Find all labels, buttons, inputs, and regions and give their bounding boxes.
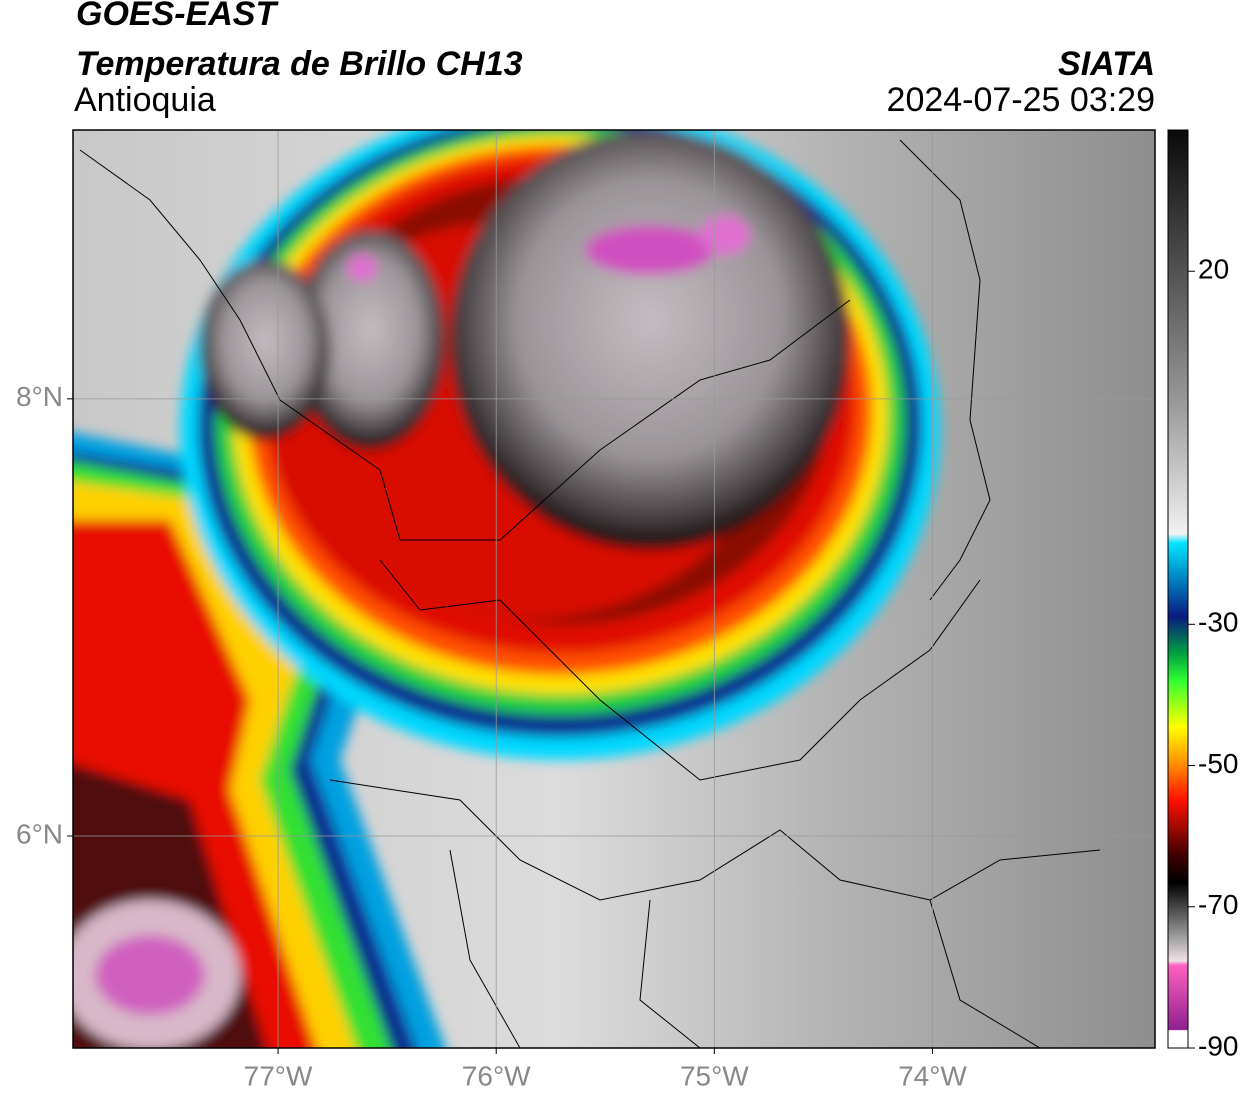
satellite-image: [73, 130, 1155, 1048]
region: Antioquia: [74, 81, 216, 119]
colorbar-tick-label: -30: [1198, 607, 1238, 638]
lat-tick-label: 6°N: [16, 818, 63, 849]
lat-tick-label: 8°N: [16, 381, 63, 412]
subtitle: Temperatura de Brillo CH13: [76, 45, 523, 83]
title: GOES-EAST: [76, 0, 279, 33]
colorbar-tick-label: 20: [1198, 254, 1229, 285]
colorbar-tick-label: -90: [1198, 1030, 1238, 1061]
timestamp: 2024-07-25 03:29: [887, 81, 1155, 119]
lon-tick-label: 76°W: [462, 1060, 531, 1091]
borders: [79, 139, 1101, 1048]
colorbar-tick-label: -70: [1198, 889, 1238, 920]
lon-tick-label: 75°W: [680, 1060, 749, 1091]
colorbar: [1167, 129, 1189, 1049]
source: SIATA: [1058, 45, 1155, 83]
lon-tick-label: 77°W: [244, 1060, 313, 1091]
map-frame: [72, 129, 1156, 1049]
graticule: [73, 130, 1155, 1048]
lon-tick-label: 74°W: [898, 1060, 967, 1091]
header: GOES-EAST Temperatura de Brillo CH13 Ant…: [74, 0, 1155, 119]
colorbar-tick-label: -50: [1198, 748, 1238, 779]
